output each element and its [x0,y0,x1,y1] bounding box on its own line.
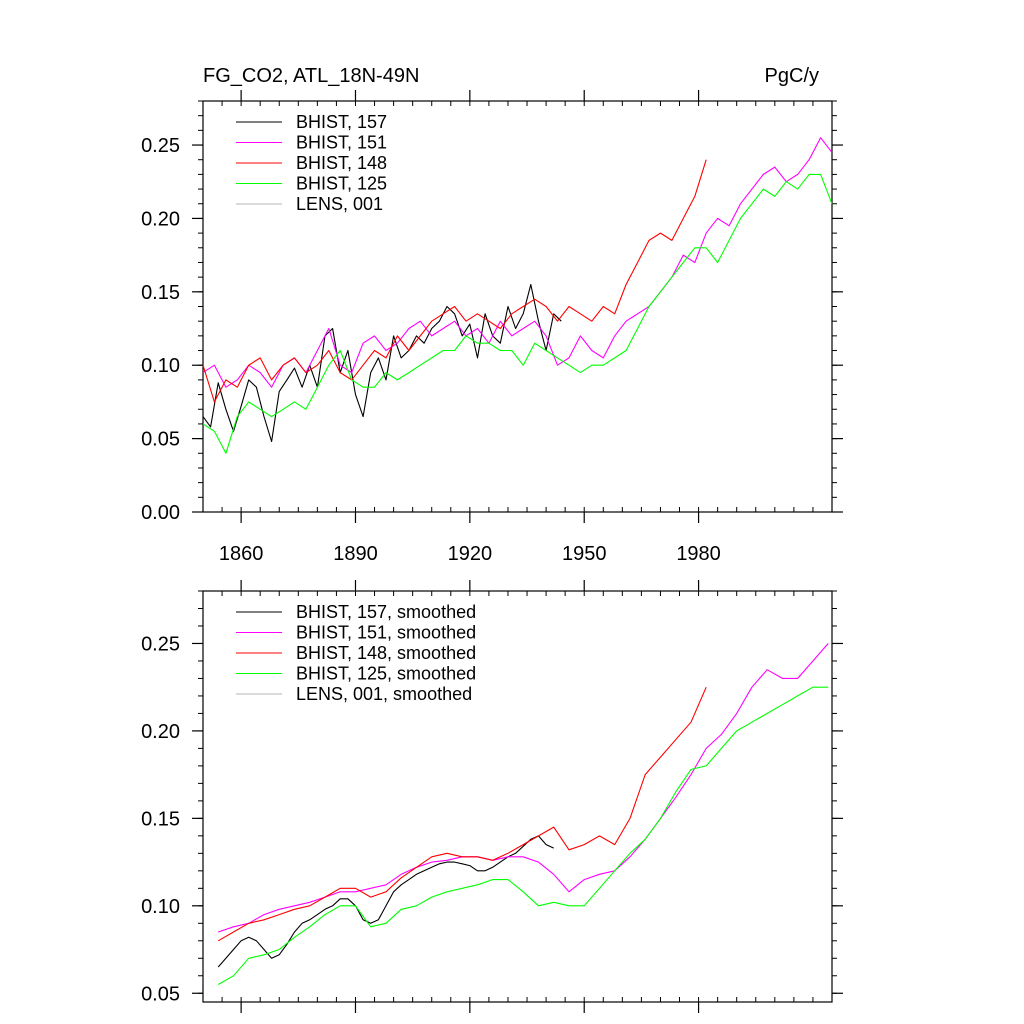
top-panel: 1860 1890 1920 1950 1980 0.00 0.05 0.10 0.15 0.20… [141,90,843,565]
bottom-series-line-2 [217,686,707,942]
top-x-tick-label: 1980 [676,543,721,565]
top-legend-label: BHIST, 148 [296,153,387,173]
top-y-tick-label: 0.25 [141,135,180,157]
top-series-line-2 [202,159,707,403]
top-y-tick-label: 0.15 [141,282,180,304]
bottom-y-tick-label: 0.05 [141,983,180,1005]
top-legend-label: BHIST, 151 [296,133,387,153]
bottom-series-line-3 [217,686,829,985]
bottom-series-line-0 [217,835,554,968]
bottom-y-tick-label: 0.15 [141,808,180,830]
top-y-tick-label: 0.05 [141,429,180,451]
top-legend-label: BHIST, 125 [296,174,387,194]
top-x-tick-label: 1890 [333,543,378,565]
top-y-tick-label: 0.10 [141,355,180,377]
bottom-y-tick-label: 0.10 [141,896,180,918]
top-legend-label: BHIST, 157 [296,112,387,132]
bottom-plot-frame [202,590,833,1003]
bottom-legend-label: BHIST, 157, smoothed [296,602,476,622]
top-x-tick-label: 1950 [562,543,607,565]
chart-units: PgC/y [765,65,819,87]
bottom-y-tick-label: 0.20 [141,721,180,743]
top-series-line-1 [202,137,833,388]
top-series-line-0 [202,283,562,443]
top-x-tick-label: 1920 [448,543,493,565]
chart-title: FG_CO2, ATL_18N-49N [203,65,419,87]
top-series-line-3 [202,173,833,454]
bottom-legend-label: LENS, 001, smoothed [296,684,472,704]
bottom-legend-label: BHIST, 148, smoothed [296,643,476,663]
bottom-series-line-1 [218,643,829,933]
bottom-legend-label: BHIST, 125, smoothed [296,664,476,684]
top-x-tick-label: 1860 [219,543,264,565]
bottom-panel: 0.05 0.10 0.15 0.20 0.25 BHIST, 157, smoothed… [141,580,843,1013]
top-legend-label: LENS, 001 [296,194,383,214]
bottom-y-tick-label: 0.25 [141,633,180,655]
bottom-legend-label: BHIST, 151, smoothed [296,623,476,643]
top-y-tick-label: 0.20 [141,208,180,230]
top-y-tick-label: 0.00 [141,502,180,524]
